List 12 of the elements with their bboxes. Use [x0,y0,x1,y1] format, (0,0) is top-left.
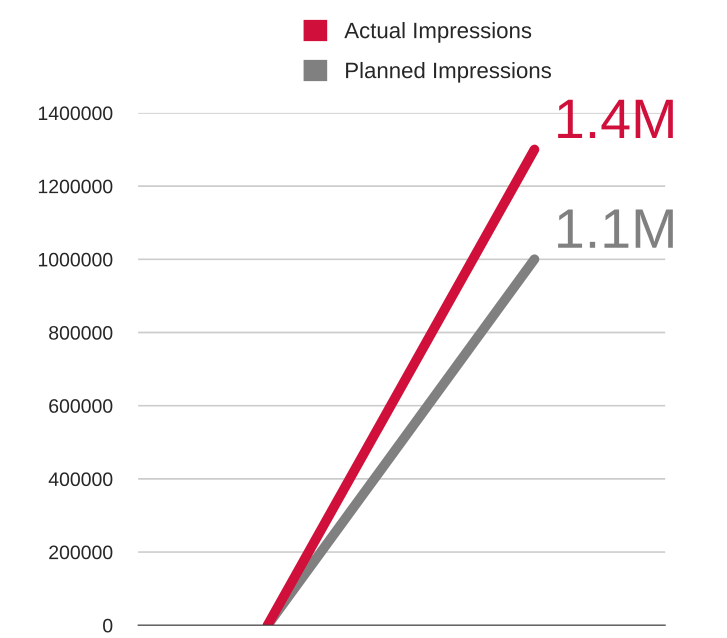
legend-label: Actual Impressions [344,22,532,43]
y-tick-label: 0 [103,618,112,632]
y-tick-label: 800000 [49,326,112,340]
annotation: 1.4M [558,100,673,138]
annotation: 1.1M [558,210,673,248]
y-tick-label: 1000000 [38,252,112,267]
y-tick-label: 400000 [48,472,112,486]
legend-label: Planned Impressions [346,62,551,83]
y-tick-label: 200000 [49,546,112,560]
y-tick-label: 600000 [49,399,112,413]
y-tick-label: 1400000 [38,106,112,120]
y-tick-label: 1200000 [38,180,112,194]
